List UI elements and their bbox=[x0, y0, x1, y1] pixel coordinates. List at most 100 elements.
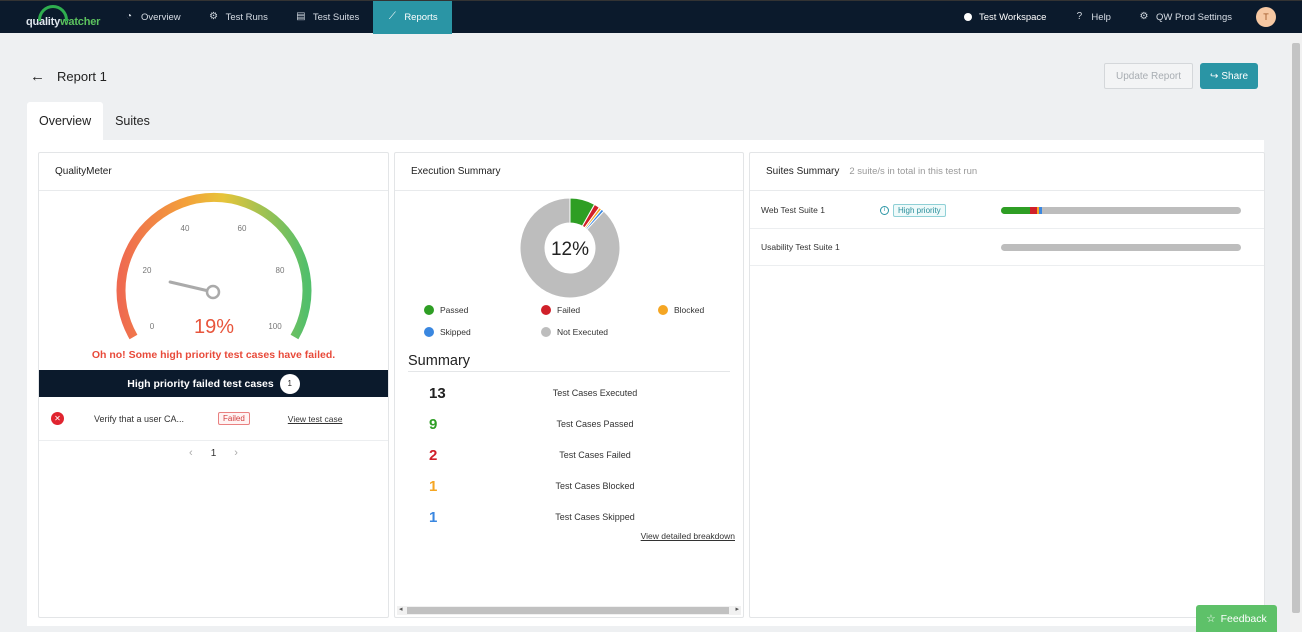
scrollbar-thumb[interactable] bbox=[407, 607, 729, 614]
card-title: Execution Summary bbox=[395, 153, 743, 191]
gauge-scale-label: 100 bbox=[268, 322, 282, 331]
failed-case-row: ✕ Verify that a user CA... Failed View t… bbox=[39, 397, 388, 441]
suite-progress-segment bbox=[1001, 206, 1030, 214]
gear-icon: ⚙ bbox=[1139, 11, 1149, 22]
workspace-selector[interactable]: Test Workspace bbox=[950, 1, 1060, 34]
summary-row-blocked: 1 Test Cases Blocked bbox=[429, 477, 635, 495]
pagination: ‹ 1 › bbox=[39, 447, 388, 459]
legend-dot bbox=[424, 327, 434, 337]
legend-dot bbox=[424, 305, 434, 315]
blocked-count: 1 bbox=[429, 477, 438, 495]
legend-dot bbox=[658, 305, 668, 315]
tab-overview[interactable]: Overview bbox=[27, 102, 104, 140]
horizontal-scrollbar[interactable]: ◂ ▸ bbox=[397, 606, 741, 615]
view-detailed-breakdown-link[interactable]: View detailed breakdown bbox=[640, 531, 735, 541]
scroll-left-icon[interactable]: ◂ bbox=[399, 606, 403, 613]
suite-name: Usability Test Suite 1 bbox=[761, 242, 840, 252]
dashboard-icon: ◔ bbox=[125, 11, 133, 22]
suite-name: Web Test Suite 1 bbox=[761, 205, 825, 215]
card-title: Suites Summary 2 suite/s in total in thi… bbox=[750, 153, 1264, 191]
workspace-dot-icon bbox=[964, 13, 973, 21]
gauge-scale-label: 80 bbox=[276, 266, 285, 275]
star-icon: ☆ bbox=[1206, 612, 1216, 625]
skipped-count: 1 bbox=[429, 508, 438, 526]
chevron-left-icon[interactable]: ‹ bbox=[189, 447, 193, 459]
nav-settings[interactable]: ⚙ QW Prod Settings bbox=[1139, 11, 1232, 23]
suite-row[interactable]: Web Test Suite 1 i High priority bbox=[750, 192, 1264, 229]
qualitywatcher-logo[interactable]: qualitywatcher bbox=[0, 1, 110, 34]
vertical-scrollbar[interactable] bbox=[1290, 33, 1302, 632]
donut-hole bbox=[545, 223, 595, 273]
nav-help[interactable]: ? Help bbox=[1060, 1, 1125, 34]
legend-dot bbox=[541, 327, 551, 337]
failed-x-icon: ✕ bbox=[51, 412, 64, 425]
summary-row-passed: 9 Test Cases Passed bbox=[429, 415, 634, 433]
page-number[interactable]: 1 bbox=[210, 447, 217, 459]
gear-icon: ⚙ bbox=[209, 11, 219, 22]
legend-skipped[interactable]: Skipped bbox=[424, 327, 471, 337]
nav-test-suites[interactable]: ▤ Test Suites bbox=[296, 11, 360, 23]
quality-meter-card: QualityMeter 0 20 40 60 80 100 19% Oh no… bbox=[38, 152, 389, 618]
chart-icon: ⟋ bbox=[388, 11, 396, 22]
suite-progress-segment bbox=[1029, 206, 1037, 214]
gauge-arc bbox=[116, 193, 312, 340]
card-title: QualityMeter bbox=[39, 153, 388, 191]
suite-progress-segment bbox=[1036, 206, 1040, 214]
suite-progress-bar bbox=[1001, 243, 1241, 251]
suite-progress-bar bbox=[1001, 206, 1241, 214]
legend-not-executed[interactable]: Not Executed bbox=[541, 327, 608, 337]
page-title: Report 1 bbox=[57, 69, 107, 84]
share-button[interactable]: ↪ Share bbox=[1200, 63, 1258, 89]
top-navbar: qualitywatcher ◔ Overview ⚙ Test Runs ▤ … bbox=[0, 0, 1302, 34]
legend-failed[interactable]: Failed bbox=[541, 305, 580, 315]
tab-suites[interactable]: Suites bbox=[115, 114, 150, 128]
gauge-scale-label: 0 bbox=[150, 322, 155, 331]
update-report-button[interactable]: Update Report bbox=[1104, 63, 1193, 89]
gauge-scale-label: 40 bbox=[181, 224, 190, 233]
donut-center-label: 12% bbox=[551, 239, 589, 260]
legend-passed[interactable]: Passed bbox=[424, 305, 468, 315]
suites-summary-card: Suites Summary 2 suite/s in total in thi… bbox=[749, 152, 1265, 618]
execution-donut-chart: 12% bbox=[519, 197, 621, 299]
gauge-hub bbox=[205, 284, 221, 300]
high-priority-failed-header: High priority failed test cases 1 bbox=[39, 370, 388, 397]
gauge-scale-label: 60 bbox=[238, 224, 247, 233]
summary-title: Summary bbox=[408, 353, 471, 369]
gauge-needle bbox=[168, 280, 215, 294]
chevron-right-icon[interactable]: › bbox=[234, 447, 238, 459]
suite-row[interactable]: Usability Test Suite 1 bbox=[750, 229, 1264, 266]
nav-test-runs[interactable]: ⚙ Test Runs bbox=[209, 11, 268, 23]
avatar[interactable]: T bbox=[1256, 7, 1276, 27]
gauge-scale-label: 20 bbox=[143, 266, 152, 275]
help-icon: ? bbox=[1076, 11, 1083, 22]
document-icon: ▤ bbox=[296, 11, 306, 22]
high-priority-badge: i High priority bbox=[880, 203, 946, 217]
share-icon: ↪ bbox=[1209, 70, 1219, 82]
feedback-button[interactable]: ☆ Feedback bbox=[1196, 605, 1277, 632]
legend-dot bbox=[541, 305, 551, 315]
quality-percentage: 19% bbox=[194, 316, 234, 338]
scroll-right-icon[interactable]: ▸ bbox=[735, 606, 739, 613]
scrollbar-thumb[interactable] bbox=[1292, 43, 1300, 613]
info-icon: i bbox=[880, 205, 889, 215]
view-test-case-link[interactable]: View test case bbox=[287, 413, 343, 424]
failed-count-badge: 1 bbox=[279, 373, 300, 394]
suites-subtitle: 2 suite/s in total in this test run bbox=[849, 166, 978, 177]
summary-row-executed: 13 Test Cases Executed bbox=[429, 384, 638, 402]
legend-blocked[interactable]: Blocked bbox=[658, 305, 704, 315]
nav-reports[interactable]: ⟋ Reports bbox=[373, 0, 452, 34]
status-badge: Failed bbox=[218, 412, 250, 425]
suite-progress-segment bbox=[1039, 206, 1042, 214]
summary-row-skipped: 1 Test Cases Skipped bbox=[429, 508, 635, 526]
summary-row-failed: 2 Test Cases Failed bbox=[429, 446, 631, 464]
back-arrow-icon[interactable]: ← bbox=[30, 68, 45, 85]
divider bbox=[408, 371, 730, 372]
executed-count: 13 bbox=[429, 384, 446, 402]
quality-gauge: 0 20 40 60 80 100 19% bbox=[116, 193, 312, 340]
nav-overview[interactable]: ◔ Overview bbox=[125, 11, 181, 23]
execution-summary-card: Execution Summary 12% Passed Failed Bloc… bbox=[394, 152, 744, 618]
quality-message: Oh no! Some high priority test cases hav… bbox=[91, 349, 336, 361]
failed-count: 2 bbox=[429, 446, 438, 464]
failed-case-name: Verify that a user CA... bbox=[94, 413, 185, 424]
passed-count: 9 bbox=[429, 415, 438, 433]
